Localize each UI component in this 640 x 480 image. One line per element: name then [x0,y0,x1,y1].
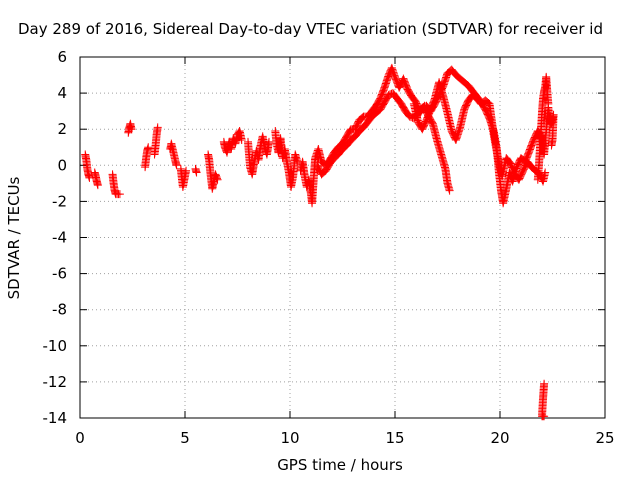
tick-labels: 0 5 10 15 20 25 -14 -12 -10 -8 -6 -4 -2 0 2 4 6 [43,48,615,447]
x-tick-label: 0 [75,429,85,447]
chart-title: Day 289 of 2016, Sidereal Day-to-day VTE… [18,20,603,38]
x-tick-label: 15 [385,429,404,447]
data-point [93,181,102,190]
data-point [540,412,549,421]
data-point [213,174,222,183]
y-axis-label: SDTVAR / TECUs [5,176,23,299]
y-tick-label: 0 [57,156,67,174]
y-tick-label: -2 [52,192,67,210]
data-point [115,190,124,199]
y-tick-label: -8 [52,301,67,319]
data-point [547,141,556,150]
y-tick-label: -12 [43,373,68,391]
data-point [346,126,355,135]
data-point [127,125,136,134]
data-point [213,175,222,184]
x-tick-label: 10 [280,429,299,447]
data-point [237,136,246,145]
y-tick-label: -14 [43,409,68,427]
grid-lines [80,57,605,418]
data-point [544,99,553,108]
data-point [541,168,550,177]
data-point [357,114,366,123]
data-point [144,143,153,152]
y-tick-label: 4 [57,84,67,102]
data-point [172,161,181,170]
y-tick-label: -6 [52,265,67,283]
data-point [445,186,454,195]
data-points [81,63,558,421]
y-tick-label: -10 [43,337,68,355]
data-point [182,166,191,175]
x-tick-label: 5 [180,429,190,447]
x-axis-label: GPS time / hours [277,456,403,474]
x-tick-label: 20 [490,429,509,447]
data-point [153,123,162,132]
y-tick-label: 6 [57,48,67,66]
x-tick-label: 25 [595,429,614,447]
y-tick-label: 2 [57,120,67,138]
y-tick-label: -4 [52,229,67,247]
data-point [265,137,273,146]
axis-ticks [79,56,606,419]
data-point [192,168,201,177]
